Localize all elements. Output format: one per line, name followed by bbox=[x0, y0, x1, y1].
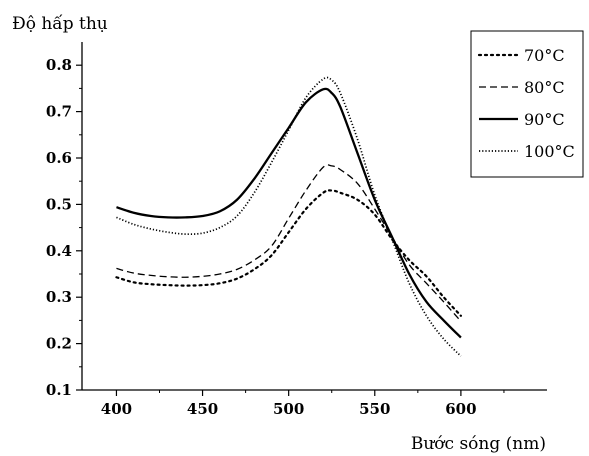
x-axis-title: Bước sóng (nm) bbox=[411, 434, 546, 454]
series-line-80c bbox=[116, 164, 462, 322]
series-line-100c bbox=[116, 76, 462, 357]
y-tick-label: 0.7 bbox=[46, 103, 72, 121]
x-tick-label: 550 bbox=[359, 400, 390, 418]
y-tick-label: 0.3 bbox=[46, 288, 72, 306]
y-tick-label: 0.4 bbox=[46, 242, 72, 260]
y-tick-label: 0.6 bbox=[46, 149, 72, 167]
legend-label-90c: 90°C bbox=[524, 110, 565, 129]
legend-label-70c: 70°C bbox=[524, 46, 565, 65]
x-tick-label: 450 bbox=[187, 400, 218, 418]
axis-ticks: 0.1 0.2 0.3 0.4 0.5 0.6 0.7 0.8 400 450 500 550 600 bbox=[46, 56, 505, 418]
series-line-70c bbox=[115, 189, 462, 317]
series-layer bbox=[115, 76, 462, 357]
y-tick-label: 0.1 bbox=[46, 381, 72, 399]
legend-label-100c: 100°C bbox=[524, 142, 575, 161]
y-axis-title: Độ hấp thụ bbox=[12, 14, 108, 34]
series-line-90c bbox=[116, 87, 462, 339]
legend: 70°C 80°C 90°C 100°C bbox=[470, 30, 584, 178]
x-tick-label: 500 bbox=[273, 400, 304, 418]
legend-box bbox=[470, 30, 584, 178]
y-tick-label: 0.5 bbox=[46, 195, 72, 213]
legend-label-80c: 80°C bbox=[524, 78, 565, 97]
x-tick-label: 400 bbox=[101, 400, 132, 418]
y-tick-label: 0.8 bbox=[46, 56, 72, 74]
y-tick-label: 0.2 bbox=[46, 335, 72, 353]
x-tick-label: 600 bbox=[445, 400, 476, 418]
